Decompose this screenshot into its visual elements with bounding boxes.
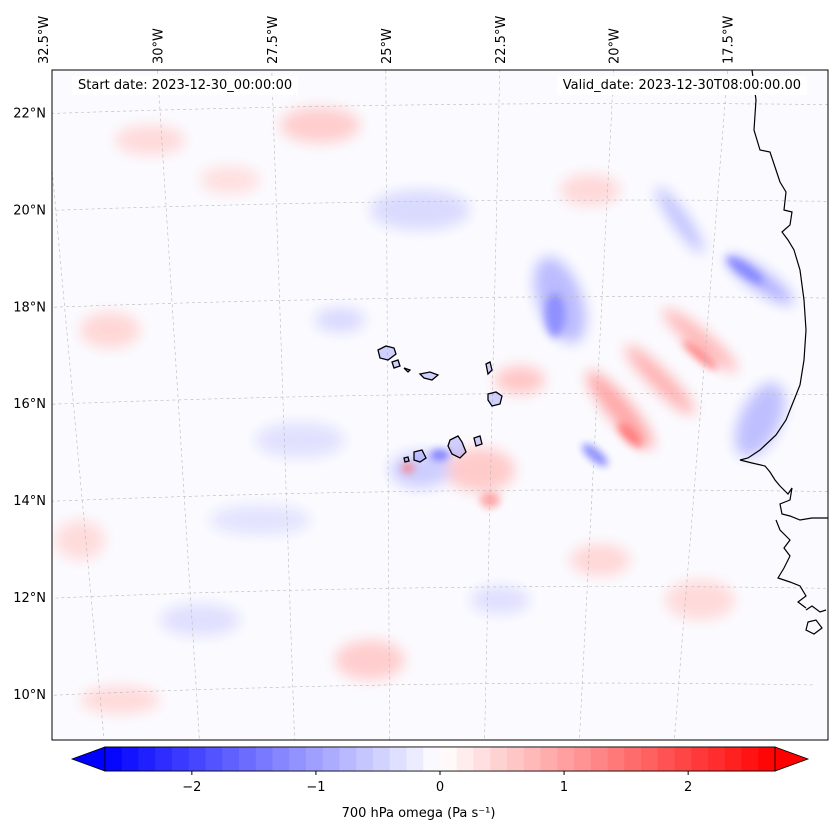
meridian-line bbox=[579, 70, 615, 740]
colorbar-step bbox=[540, 747, 558, 771]
colorbar-step bbox=[356, 747, 374, 771]
colorbar-step bbox=[641, 747, 659, 771]
colorbar-step bbox=[724, 747, 742, 771]
colorbar-step bbox=[138, 747, 156, 771]
map-background bbox=[52, 70, 828, 740]
colorbar-step bbox=[574, 747, 592, 771]
colorbar-step bbox=[507, 747, 525, 771]
colorbar-step bbox=[339, 747, 357, 771]
graticule bbox=[52, 70, 828, 740]
colorbar-step bbox=[490, 747, 508, 771]
colorbar-step bbox=[172, 747, 190, 771]
valid-date-label: Valid_date: 2023-12-30T08:00:00.00 bbox=[556, 76, 807, 95]
colorbar-step bbox=[624, 747, 642, 771]
colorbar-tick-label: 2 bbox=[684, 780, 692, 795]
parallel-line bbox=[52, 682, 814, 696]
longitude-tick-label: 17.5°W bbox=[722, 16, 737, 64]
colorbar-label: 700 hPa omega (Pa s⁻¹) bbox=[341, 806, 496, 821]
latitude-tick-label: 22°N bbox=[13, 106, 46, 121]
colorbar-step bbox=[389, 747, 407, 771]
colorbar-step bbox=[456, 747, 474, 771]
colorbar-extend-max bbox=[774, 746, 810, 772]
colorbar-step bbox=[272, 747, 290, 771]
colorbar-tick-label: 1 bbox=[560, 780, 568, 795]
colorbar-step bbox=[239, 747, 257, 771]
longitude-tick-label: 20°W bbox=[608, 28, 623, 64]
colorbar: −2 −1 0 1 2 bbox=[70, 746, 810, 795]
colorbar-step bbox=[758, 747, 776, 771]
latitude-tick-label: 16°N bbox=[13, 397, 46, 412]
colorbar-tick-label: 0 bbox=[436, 780, 444, 795]
latitude-tick-label: 18°N bbox=[13, 300, 46, 315]
colorbar-tick-label: −2 bbox=[182, 780, 201, 795]
colorbar-step bbox=[590, 747, 608, 771]
parallel-line bbox=[52, 103, 828, 114]
latitude-tick-label: 10°N bbox=[13, 688, 46, 703]
latitude-tick-label: 12°N bbox=[13, 591, 46, 606]
parallel-line bbox=[52, 489, 828, 502]
colorbar-step bbox=[222, 747, 240, 771]
colorbar-step bbox=[741, 747, 759, 771]
colorbar-step bbox=[289, 747, 307, 771]
colorbar-step bbox=[255, 747, 273, 771]
colorbar-step bbox=[188, 747, 206, 771]
meridian-line bbox=[385, 70, 390, 740]
colorbar-step bbox=[322, 747, 340, 771]
colorbar-step bbox=[708, 747, 726, 771]
map-frame bbox=[51, 69, 829, 741]
colorbar-step bbox=[155, 747, 173, 771]
colorbar-step bbox=[105, 747, 123, 771]
start-date-label: Start date: 2023-12-30_00:00:00 bbox=[72, 76, 299, 95]
colorbar-step bbox=[373, 747, 391, 771]
colorbar-step bbox=[473, 747, 491, 771]
parallel-line bbox=[52, 586, 826, 599]
longitude-tick-label: 25°W bbox=[380, 28, 395, 64]
colorbar-step bbox=[440, 747, 458, 771]
colorbar-step bbox=[121, 747, 139, 771]
longitude-tick-label: 22.5°W bbox=[494, 16, 509, 64]
parallel-line bbox=[52, 393, 828, 405]
colorbar-extend-min bbox=[70, 746, 106, 772]
longitude-labels: 32.5°W 30°W 27.5°W 25°W 22.5°W 20°W 17.5°W bbox=[37, 16, 736, 64]
latitude-tick-label: 20°N bbox=[13, 203, 46, 218]
colorbar-step bbox=[205, 747, 223, 771]
latitude-labels: 22°N 20°N 18°N 16°N 14°N 12°N 10°N bbox=[13, 106, 46, 703]
coastline bbox=[739, 70, 828, 635]
colorbar-step bbox=[674, 747, 692, 771]
colorbar-step bbox=[607, 747, 625, 771]
cape-verde-islands bbox=[377, 345, 503, 463]
longitude-tick-label: 27.5°W bbox=[266, 16, 281, 64]
longitude-tick-label: 30°W bbox=[152, 28, 167, 64]
colorbar-step bbox=[406, 747, 424, 771]
colorbar-ticks: −2 −1 0 1 2 bbox=[182, 771, 692, 795]
parallel-line bbox=[52, 296, 828, 308]
colorbar-tick-label: −1 bbox=[306, 780, 325, 795]
longitude-tick-label: 32.5°W bbox=[37, 16, 52, 64]
colorbar-step bbox=[691, 747, 709, 771]
colorbar-step bbox=[523, 747, 541, 771]
colorbar-step bbox=[657, 747, 675, 771]
colorbar-step bbox=[306, 747, 324, 771]
latitude-tick-label: 14°N bbox=[13, 494, 46, 509]
colorbar-step bbox=[557, 747, 575, 771]
colorbar-step bbox=[423, 747, 441, 771]
